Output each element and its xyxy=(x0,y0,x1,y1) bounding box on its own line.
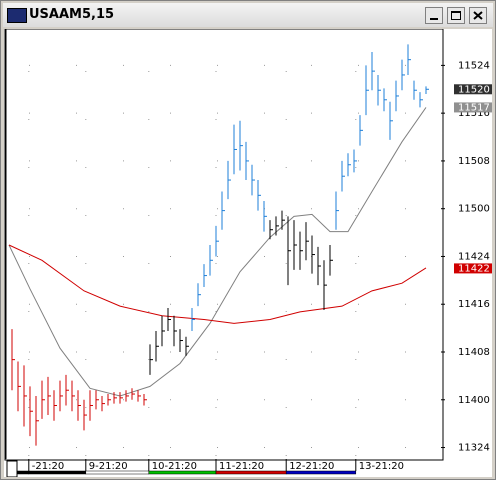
x-tick-label: 10-21:20 xyxy=(152,461,197,472)
chart: 11324 11400 11408 11416 11424 11500 11508 11516… xyxy=(4,29,492,477)
y-tick-label: 11408 xyxy=(458,347,490,358)
x-tick-label: -21:20 xyxy=(32,461,64,472)
period-strip xyxy=(215,470,287,475)
y-tick-label: 11508 xyxy=(458,156,490,167)
app-icon xyxy=(7,8,27,23)
period-strip xyxy=(148,470,217,475)
period-strip xyxy=(28,470,87,475)
price-marker xyxy=(454,263,492,274)
period-strip xyxy=(285,470,357,475)
y-tick-label: 11400 xyxy=(458,395,490,406)
price-marker-label: 11517 xyxy=(458,102,490,113)
plot-border xyxy=(4,29,444,461)
y-tick-label: 11524 xyxy=(458,60,490,71)
close-button[interactable] xyxy=(469,7,487,24)
x-tick-label: 9-21:20 xyxy=(89,461,128,472)
x-tick-label: 12-21:20 xyxy=(289,461,334,472)
price-marker xyxy=(454,84,492,95)
x-tick-label: 13-21:20 xyxy=(359,461,404,472)
maximize-button[interactable] xyxy=(447,7,465,24)
window-title: USAAM5,15 xyxy=(29,7,115,22)
y-tick-label: 11324 xyxy=(458,443,490,454)
corner-box xyxy=(6,460,18,477)
y-tick-label: 11424 xyxy=(458,251,490,262)
moving-average xyxy=(8,244,427,324)
moving-average xyxy=(8,107,427,397)
x-tick-label: 11-21:20 xyxy=(219,461,264,472)
title-bar: USAAM5,15 xyxy=(3,3,493,27)
y-tick-label: 11500 xyxy=(458,204,490,215)
price-marker-label: 11520 xyxy=(458,84,490,95)
minimize-button[interactable] xyxy=(425,7,443,24)
price-marker xyxy=(454,102,492,113)
y-tick-label: 11516 xyxy=(458,108,490,119)
y-tick-label: 11416 xyxy=(458,299,490,310)
price-marker-label: 11422 xyxy=(458,263,490,274)
period-strip xyxy=(85,470,150,475)
